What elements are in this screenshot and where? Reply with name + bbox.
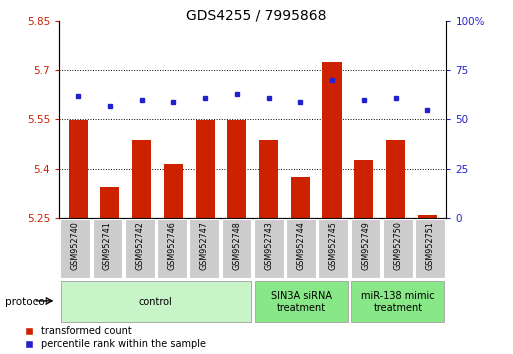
Bar: [189, 219, 219, 278]
Text: GSM952747: GSM952747: [200, 221, 209, 270]
Text: GSM952750: GSM952750: [393, 221, 402, 270]
Text: GSM952744: GSM952744: [297, 221, 306, 270]
Bar: [416, 219, 445, 278]
Bar: [383, 219, 413, 278]
Bar: [195, 120, 214, 218]
Bar: [222, 219, 251, 278]
Text: GSM952749: GSM952749: [361, 221, 370, 270]
Bar: [291, 177, 310, 218]
Bar: [92, 219, 122, 278]
Text: protocol: protocol: [5, 297, 48, 307]
Bar: [69, 120, 88, 218]
Bar: [164, 164, 183, 218]
Text: GSM952748: GSM952748: [232, 221, 241, 270]
Text: GSM952746: GSM952746: [167, 221, 176, 270]
Text: miR-138 mimic
treatment: miR-138 mimic treatment: [361, 291, 435, 313]
Bar: [259, 140, 278, 218]
Bar: [386, 140, 405, 218]
Bar: [354, 160, 373, 218]
Bar: [254, 219, 284, 278]
Bar: [157, 219, 187, 278]
Bar: [254, 281, 347, 322]
Text: GSM952743: GSM952743: [264, 221, 273, 270]
Legend: transformed count, percentile rank within the sample: transformed count, percentile rank withi…: [25, 326, 206, 349]
Text: GSM952745: GSM952745: [329, 221, 338, 270]
Bar: [319, 219, 348, 278]
Bar: [286, 219, 316, 278]
Text: GSM952740: GSM952740: [71, 221, 80, 270]
Text: SIN3A siRNA
treatment: SIN3A siRNA treatment: [270, 291, 331, 313]
Bar: [61, 219, 90, 278]
Bar: [351, 219, 381, 278]
Text: GSM952741: GSM952741: [103, 221, 112, 270]
Bar: [100, 187, 120, 218]
Text: GSM952742: GSM952742: [135, 221, 144, 270]
Bar: [323, 62, 342, 218]
Bar: [351, 281, 444, 322]
Text: control: control: [139, 297, 173, 307]
Bar: [227, 120, 246, 218]
Bar: [418, 215, 437, 218]
Text: GSM952751: GSM952751: [426, 221, 435, 270]
Text: GDS4255 / 7995868: GDS4255 / 7995868: [186, 9, 327, 23]
Bar: [132, 140, 151, 218]
Bar: [125, 219, 154, 278]
Bar: [61, 281, 251, 322]
